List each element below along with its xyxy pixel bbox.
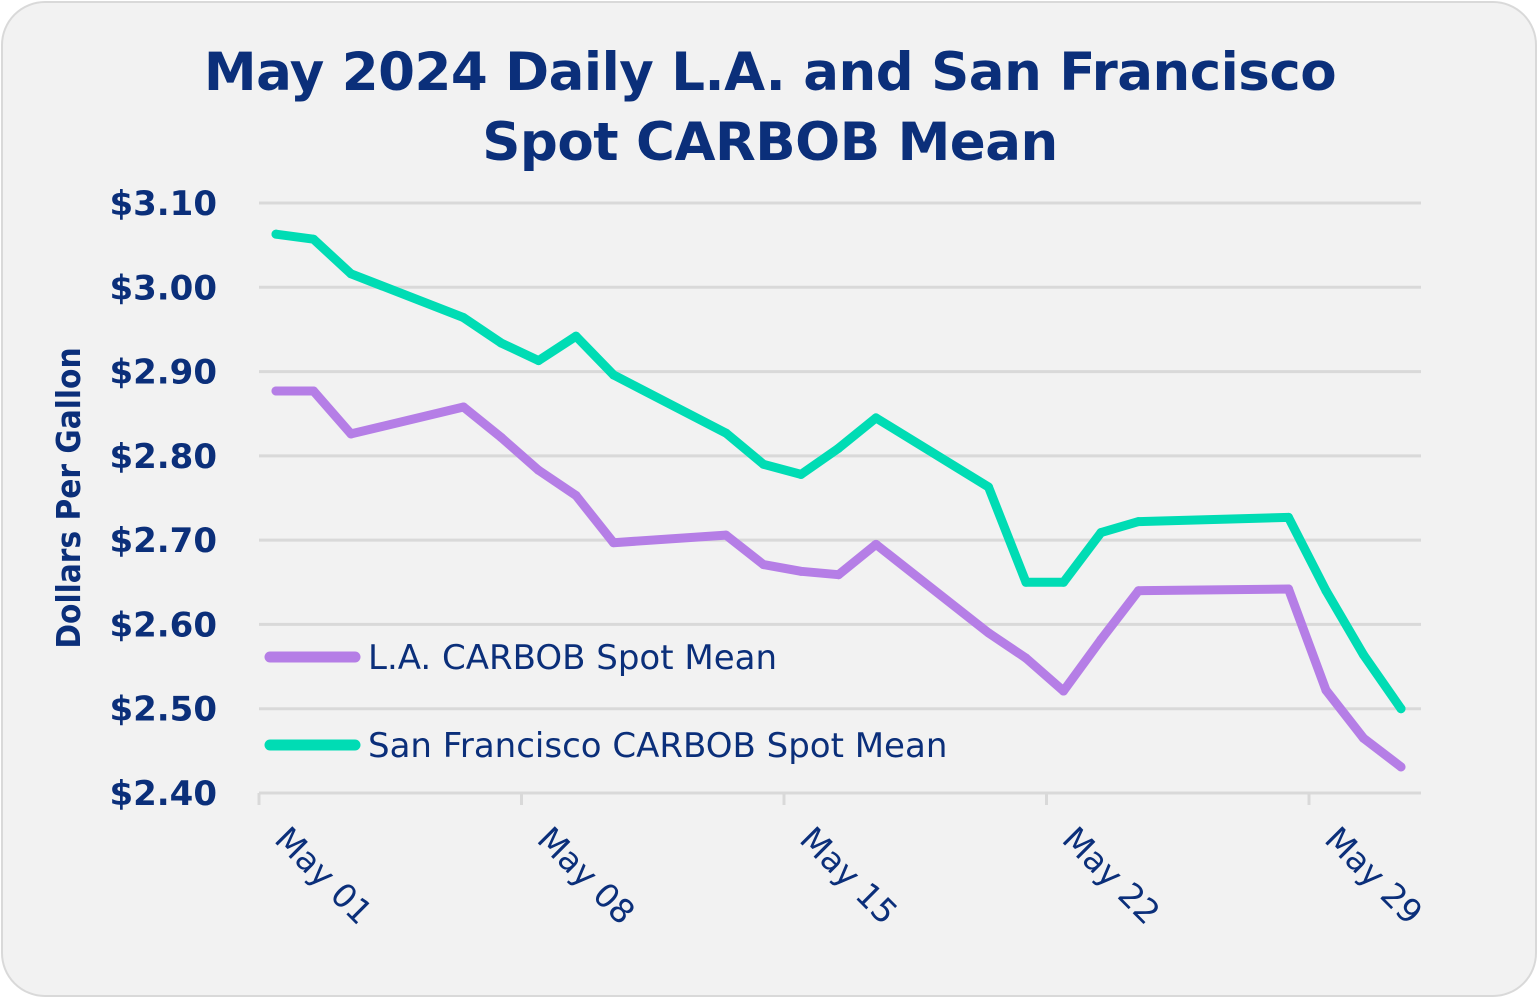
sf-data-point (459, 313, 468, 323)
x-axis: May 01 May 08 May 15 May 22 May 29 (257, 791, 1430, 932)
sf-data-point (721, 428, 731, 438)
la-data-point (1396, 762, 1406, 772)
sf-data-point (1396, 704, 1406, 714)
sf-data-point (1284, 512, 1293, 522)
sf-data-point (271, 229, 281, 239)
y-axis-label: Dollars Per Gallon (49, 347, 88, 648)
y-tick-label: $2.80 (109, 437, 217, 477)
sf-data-point (834, 443, 843, 453)
la-data-point (496, 432, 506, 442)
chart-title-line-2: Spot CARBOB Mean (482, 112, 1058, 173)
legend: L.A. CARBOB Spot Mean San Francisco CARBO… (264, 638, 947, 766)
y-tick-label: $2.50 (109, 690, 217, 730)
sf-data-point (309, 234, 318, 244)
la-data-point (796, 566, 806, 576)
la-data-point (534, 465, 543, 475)
sf-data-point (609, 370, 618, 380)
y-tick-label: $2.40 (109, 774, 217, 814)
la-data-point (1059, 686, 1068, 696)
la-data-point (571, 490, 581, 500)
y-tick-label: $2.90 (109, 353, 217, 393)
x-tick-label: May 29 (1317, 819, 1430, 932)
la-data-point (1134, 586, 1143, 596)
sf-data-point (496, 338, 506, 348)
y-tick-label: $3.10 (109, 184, 217, 224)
x-tick-label: May 15 (792, 819, 905, 932)
la-data-point (1321, 685, 1331, 695)
gridlines (259, 201, 1421, 711)
y-axis-ticks: $3.10 $3.00 $2.90 $2.80 $2.70 $2.60 $2.50 $2.40 (109, 184, 217, 814)
sf-data-point (796, 469, 806, 479)
x-tick-label: May 22 (1055, 819, 1168, 932)
x-tick-label: May 08 (530, 819, 643, 932)
y-tick-label: $3.00 (109, 268, 217, 308)
la-data-point (1284, 584, 1293, 594)
la-data-point (759, 560, 768, 570)
series-lines (271, 229, 1406, 772)
sf-data-point (1134, 517, 1143, 527)
la-data-point (271, 386, 281, 396)
la-data-point (1021, 653, 1031, 663)
sf-data-point (1321, 586, 1331, 596)
sf-data-point (759, 459, 768, 469)
sf-data-point (1059, 577, 1068, 587)
chart-title-line-1: May 2024 Daily L.A. and San Francisco (203, 42, 1337, 103)
la-series-line (271, 386, 1406, 772)
la-data-point (984, 628, 993, 638)
la-data-point (1096, 635, 1106, 645)
sf-data-point (346, 269, 356, 279)
sf-data-point (571, 331, 581, 341)
la-data-point (834, 570, 843, 580)
sf-data-point (1359, 650, 1368, 660)
y-tick-label: $2.60 (109, 605, 217, 645)
la-data-point (346, 429, 356, 439)
la-data-point (309, 386, 318, 396)
legend-label: L.A. CARBOB Spot Mean (368, 638, 777, 678)
sf-data-point (1096, 528, 1106, 538)
la-data-point (609, 538, 618, 548)
la-data-point (721, 530, 731, 540)
sf-data-point (1021, 577, 1031, 587)
x-tick-label: May 01 (267, 819, 380, 932)
y-tick-label: $2.70 (109, 521, 217, 561)
chart-title: May 2024 Daily L.A. and San Francisco Sp… (0, 38, 1540, 178)
sf-data-point (534, 356, 543, 366)
sf-data-point (871, 413, 881, 423)
la-data-point (1359, 733, 1368, 743)
sf-series-line (271, 229, 1406, 714)
sf-data-point (984, 482, 993, 492)
legend-label: San Francisco CARBOB Spot Mean (368, 726, 947, 766)
la-data-point (459, 402, 468, 412)
la-data-point (871, 539, 881, 549)
